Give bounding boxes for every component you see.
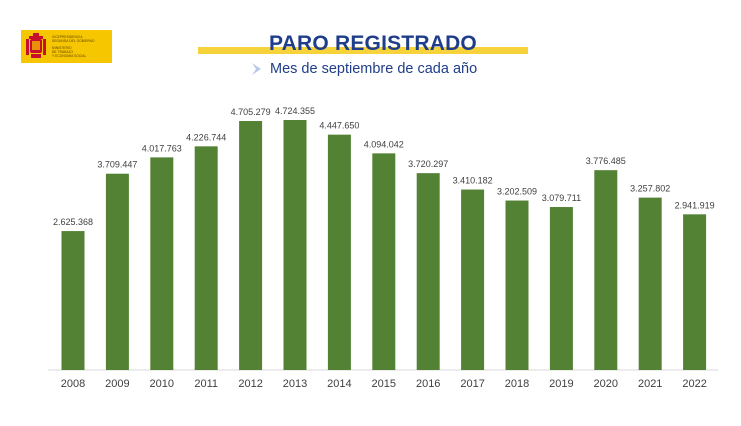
- data-label: 3.257.802: [630, 184, 670, 194]
- bar: [505, 200, 529, 370]
- data-label: 2.625.368: [53, 217, 93, 227]
- bar: [327, 134, 351, 370]
- bar: [416, 173, 440, 370]
- x-tick-label: 2015: [372, 378, 396, 390]
- logo-line: DE TRABAJO: [52, 50, 73, 54]
- x-tick-label: 2019: [549, 378, 573, 390]
- chart-subtitle: Mes de septiembre de cada año: [270, 61, 478, 77]
- bar: [283, 120, 307, 370]
- logo-line: SEGUNDA DEL GOBIERNO: [52, 39, 95, 43]
- data-label: 3.709.447: [97, 160, 137, 170]
- data-label: 3.202.509: [497, 187, 537, 197]
- bar: [549, 207, 573, 370]
- x-tick-label: 2020: [594, 378, 618, 390]
- ministry-logo: VICEPRESIDENCIA SEGUNDA DEL GOBIERNO MIN…: [21, 30, 112, 63]
- bar: [105, 173, 129, 370]
- bar: [372, 153, 396, 370]
- chevron-right-icon: [252, 63, 261, 75]
- x-tick-label: 2011: [194, 378, 218, 390]
- x-tick-label: 2009: [105, 378, 129, 390]
- data-label: 4.094.042: [364, 139, 404, 149]
- data-label: 2.941.919: [675, 200, 715, 210]
- bar: [594, 170, 618, 370]
- x-tick-label: 2021: [638, 378, 662, 390]
- logo-line: VICEPRESIDENCIA: [52, 35, 83, 39]
- x-tick-label: 2014: [327, 378, 351, 390]
- title-underline: [198, 47, 528, 54]
- logo-text: VICEPRESIDENCIA SEGUNDA DEL GOBIERNO MIN…: [52, 30, 95, 63]
- data-label: 4.226.744: [186, 132, 226, 142]
- data-label: 4.017.763: [142, 143, 182, 153]
- chart-title: PARO REGISTRADO: [269, 32, 477, 55]
- data-label: 4.705.279: [231, 107, 271, 117]
- x-tick-label: 2017: [460, 378, 484, 390]
- x-tick-label: 2016: [416, 378, 440, 390]
- data-label: 3.776.485: [586, 156, 626, 166]
- x-tick-label: 2013: [283, 378, 307, 390]
- data-label: 3.720.297: [408, 159, 448, 169]
- logo-line: MINISTERIO: [52, 46, 72, 50]
- data-label: 4.724.355: [275, 106, 315, 116]
- x-tick-label: 2008: [61, 378, 85, 390]
- bar: [150, 157, 174, 370]
- bar: [683, 214, 707, 370]
- x-tick-label: 2012: [238, 378, 262, 390]
- x-tick-label: 2018: [505, 378, 529, 390]
- x-tick-label: 2022: [682, 378, 706, 390]
- x-tick-label: 2010: [150, 378, 174, 390]
- logo-line: Y ECONOMÍA SOCIAL: [52, 54, 87, 58]
- data-label: 4.447.650: [319, 121, 359, 131]
- data-label: 3.410.182: [453, 176, 493, 186]
- data-label: 3.079.711: [542, 193, 581, 203]
- coat-of-arms-icon: [26, 33, 46, 58]
- bar: [239, 121, 263, 370]
- bar: [461, 189, 485, 370]
- bar: [638, 197, 662, 370]
- bar: [194, 146, 218, 370]
- subtitle-row: Mes de septiembre de cada año: [250, 59, 477, 79]
- bar: [61, 231, 85, 370]
